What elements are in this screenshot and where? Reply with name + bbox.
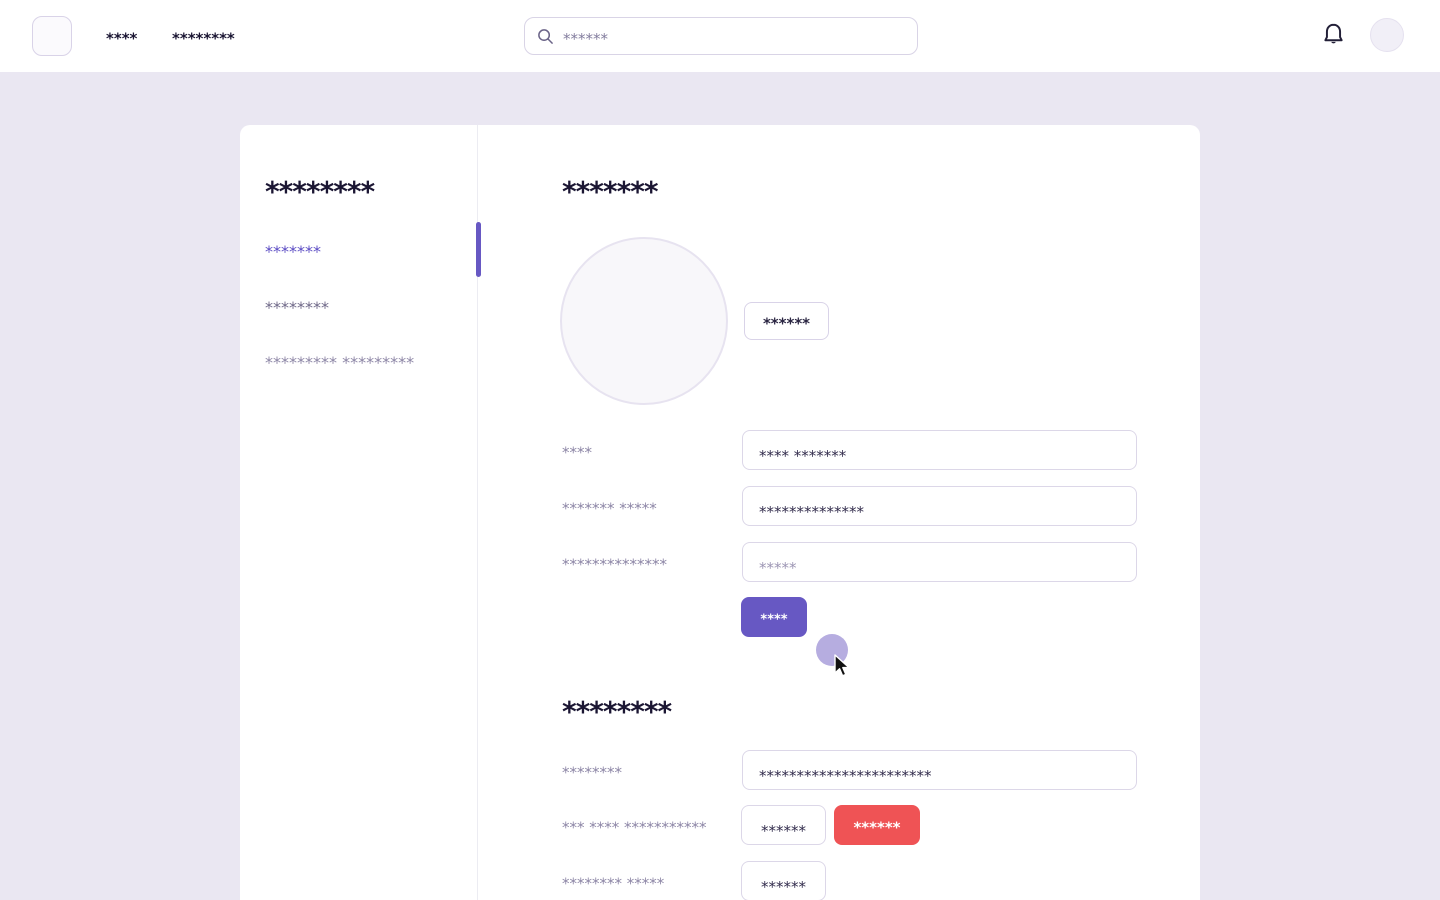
account-field-3-label: ******** *****	[562, 874, 665, 893]
search-box[interactable]	[524, 17, 918, 55]
search-input[interactable]	[563, 18, 905, 54]
sidebar-item-2[interactable]: ********	[265, 297, 329, 317]
profile-field-2-label: ******* *****	[562, 499, 657, 518]
profile-field-2-input[interactable]	[742, 486, 1137, 526]
search-icon	[537, 28, 554, 45]
danger-button[interactable]: ******	[834, 805, 920, 845]
nav-item-2[interactable]: ********	[172, 0, 235, 72]
account-field-3-input[interactable]	[741, 861, 826, 900]
sidebar-item-3[interactable]: ********* *********	[265, 352, 415, 372]
settings-sidebar: ******** ******* ******** ********* ****…	[240, 125, 481, 900]
account-field-1-label: ********	[562, 763, 622, 782]
account-field-2-label: *** **** ***********	[562, 818, 707, 837]
user-avatar[interactable]	[1370, 18, 1404, 52]
settings-card: ******** ******* ******** ********* ****…	[240, 125, 1200, 900]
profile-field-3-input[interactable]	[742, 542, 1137, 582]
sidebar-item-1-active[interactable]: *******	[265, 241, 321, 261]
mouse-cursor	[832, 654, 852, 684]
save-button[interactable]: ****	[741, 597, 807, 637]
profile-heading: *******	[562, 175, 658, 209]
nav-item-2-label: ********	[172, 29, 235, 48]
notifications-button[interactable]	[1318, 20, 1348, 52]
nav-item-1[interactable]: ****	[106, 0, 137, 72]
bell-icon	[1321, 23, 1346, 52]
profile-field-1-label: ****	[562, 443, 592, 462]
profile-field-3-label: **************	[562, 555, 667, 574]
app-logo[interactable]	[32, 16, 72, 56]
active-indicator	[476, 222, 481, 277]
profile-picture[interactable]	[560, 237, 728, 405]
profile-field-1-input[interactable]	[742, 430, 1137, 470]
nav-item-1-label: ****	[106, 29, 138, 48]
sidebar-heading: ********	[265, 175, 375, 209]
top-navbar: **** ********	[0, 0, 1440, 72]
account-field-2-input[interactable]	[741, 805, 826, 845]
upload-photo-button[interactable]: ******	[744, 302, 829, 340]
click-ripple	[816, 634, 848, 666]
account-heading: ********	[562, 695, 672, 729]
account-field-1-input[interactable]	[742, 750, 1137, 790]
